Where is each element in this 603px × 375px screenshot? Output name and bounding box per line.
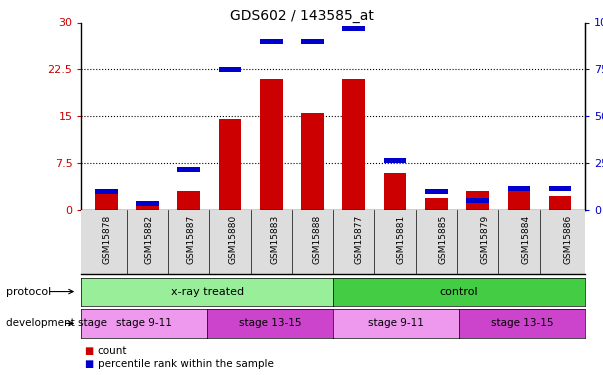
Text: GSM15888: GSM15888 [312,215,321,264]
Text: GSM15883: GSM15883 [270,215,279,264]
Bar [177,167,200,172]
Bar [301,113,324,210]
Bar [95,194,118,210]
Text: GSM15877: GSM15877 [354,215,363,264]
Bar [260,79,283,210]
Text: stage 9-11: stage 9-11 [368,318,424,328]
Bar [425,189,447,194]
Bar [301,39,324,44]
Text: x-ray treated: x-ray treated [171,286,244,297]
Bar [177,191,200,210]
Text: GSM15878: GSM15878 [103,215,112,264]
Bar [549,196,572,210]
Bar [136,201,159,206]
Text: stage 13-15: stage 13-15 [239,318,302,328]
Text: GSM15885: GSM15885 [438,215,447,264]
Bar [508,186,530,190]
Text: count: count [98,346,127,355]
Bar [508,191,530,210]
Text: GSM15880: GSM15880 [229,215,237,264]
Bar [343,26,365,31]
Bar [466,191,489,210]
Text: GDS602 / 143585_at: GDS602 / 143585_at [230,9,373,23]
Text: stage 9-11: stage 9-11 [116,318,172,328]
Bar [260,39,283,44]
Bar [95,189,118,194]
Text: percentile rank within the sample: percentile rank within the sample [98,359,274,369]
Bar [136,202,159,210]
Bar [219,119,241,210]
Text: GSM15887: GSM15887 [186,215,195,264]
Text: GSM15886: GSM15886 [564,215,573,264]
Bar [425,198,447,210]
Text: GSM15884: GSM15884 [522,215,531,264]
Bar [466,198,489,203]
Bar [219,67,241,72]
Bar [343,79,365,210]
Text: development stage: development stage [6,318,107,328]
Text: protocol: protocol [6,286,51,297]
Text: GSM15882: GSM15882 [144,215,153,264]
Bar [549,186,572,190]
Bar [384,158,406,162]
Text: ■: ■ [84,359,93,369]
Bar [384,172,406,210]
Text: stage 13-15: stage 13-15 [491,318,553,328]
Text: control: control [440,286,478,297]
Text: GSM15879: GSM15879 [480,215,489,264]
Text: GSM15881: GSM15881 [396,215,405,264]
Text: ■: ■ [84,346,93,355]
